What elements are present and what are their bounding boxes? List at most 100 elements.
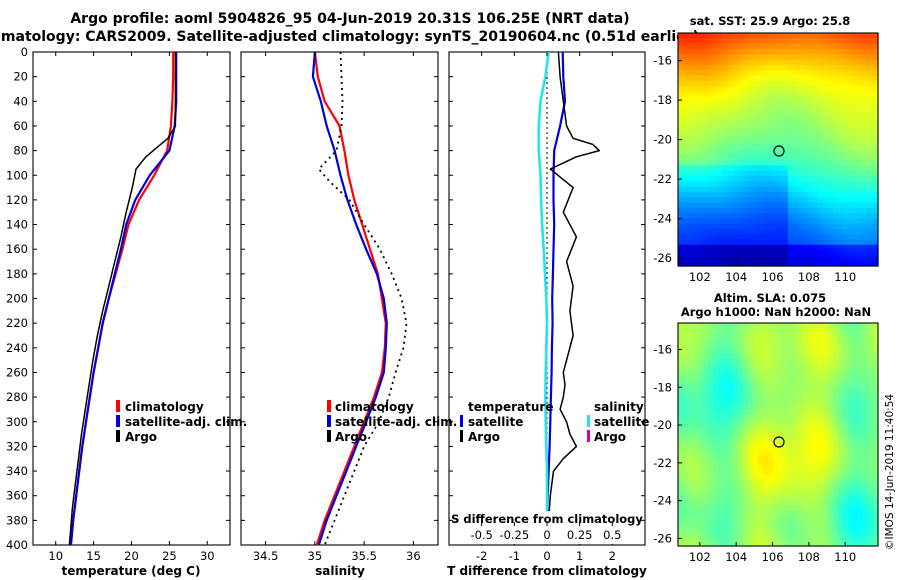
map-cell xyxy=(793,444,799,451)
map-cell xyxy=(748,160,754,166)
map-cell xyxy=(728,459,734,466)
map-cell xyxy=(678,424,684,431)
map-cell xyxy=(778,70,784,76)
map-cell xyxy=(713,101,719,108)
map-cell xyxy=(688,138,694,145)
map-cell xyxy=(763,429,769,436)
map-cell xyxy=(763,48,769,55)
map-cell xyxy=(683,260,689,267)
map-cell xyxy=(713,333,719,339)
map-cell xyxy=(818,112,824,119)
map-cell xyxy=(788,353,794,360)
map-cell xyxy=(818,323,824,329)
map-cell xyxy=(853,444,859,451)
map-cell xyxy=(738,429,744,436)
map-cell xyxy=(778,191,784,198)
map-cell xyxy=(683,338,689,344)
map-cell xyxy=(833,123,839,129)
map-cell xyxy=(803,404,809,410)
map-cell xyxy=(798,434,804,441)
map-cell xyxy=(863,378,869,385)
map-cell xyxy=(838,358,844,365)
depth-tick-label: 320 xyxy=(6,439,28,453)
map-x-tick-label: 102 xyxy=(689,270,711,284)
map-cell xyxy=(718,59,724,66)
map-cell xyxy=(683,165,689,172)
map-cell xyxy=(778,399,784,405)
map-cell xyxy=(688,353,694,360)
map-cell xyxy=(843,255,849,262)
map-cell xyxy=(778,181,784,188)
map-cell xyxy=(818,85,824,92)
map-cell xyxy=(868,424,874,431)
series-line-temperature-satellite xyxy=(545,52,567,545)
map-cell xyxy=(708,181,714,188)
map-cell xyxy=(698,373,704,380)
map-cell xyxy=(793,250,799,257)
map-cell xyxy=(788,207,794,214)
map-cell xyxy=(833,480,839,486)
map-cell xyxy=(743,358,749,365)
map-cell xyxy=(843,490,849,496)
map-cell xyxy=(783,540,789,547)
map-cell xyxy=(803,33,809,39)
map-cell xyxy=(813,123,819,129)
map-cell xyxy=(838,485,844,491)
map-cell xyxy=(788,154,794,161)
map-cell xyxy=(773,399,779,405)
map-cell xyxy=(798,228,804,235)
map-cell xyxy=(698,128,704,135)
map-cell xyxy=(713,388,719,395)
map-cell xyxy=(813,112,819,119)
map-cell xyxy=(873,133,879,140)
map-cell xyxy=(758,133,764,140)
map-cell xyxy=(723,181,729,188)
map-cell xyxy=(768,218,774,225)
map-cell xyxy=(833,505,839,512)
map-cell xyxy=(848,434,854,441)
map-cell xyxy=(868,165,874,172)
map-cell xyxy=(763,218,769,225)
map-cell xyxy=(838,228,844,235)
map-cell xyxy=(693,500,699,507)
map-cell xyxy=(753,449,759,456)
map-cell xyxy=(718,338,724,344)
map-cell xyxy=(778,239,784,246)
map-cell xyxy=(728,218,734,225)
map-cell xyxy=(853,48,859,55)
map-cell xyxy=(688,160,694,166)
map-cell xyxy=(838,234,844,241)
map-cell xyxy=(838,181,844,188)
map-cell xyxy=(858,358,864,365)
map-cell xyxy=(748,323,754,329)
map-cell xyxy=(713,165,719,172)
map-cell xyxy=(808,123,814,129)
map-cell xyxy=(868,154,874,161)
map-cell xyxy=(763,475,769,481)
map-cell xyxy=(783,128,789,135)
map-cell xyxy=(843,520,849,527)
map-cell xyxy=(848,70,854,76)
map-cell xyxy=(863,343,869,349)
map-cell xyxy=(778,59,784,66)
map-cell xyxy=(728,505,734,512)
map-cell xyxy=(833,535,839,542)
map-cell xyxy=(858,429,864,436)
map-cell xyxy=(758,343,764,349)
map-cell xyxy=(828,449,834,456)
legend-sal-argo-label: Argo xyxy=(594,430,626,444)
map-cell xyxy=(833,91,839,98)
map-cell xyxy=(693,485,699,491)
map-cell xyxy=(818,459,824,466)
map-cell xyxy=(863,101,869,108)
map-cell xyxy=(688,207,694,214)
map-cell xyxy=(773,368,779,375)
map-cell xyxy=(863,495,869,501)
map-cell xyxy=(703,149,709,156)
map-cell xyxy=(838,80,844,87)
map-cell xyxy=(678,515,684,522)
map-cell xyxy=(743,239,749,246)
sla-argo-position-marker xyxy=(773,436,785,448)
map-cell xyxy=(798,138,804,145)
map-cell xyxy=(833,138,839,145)
